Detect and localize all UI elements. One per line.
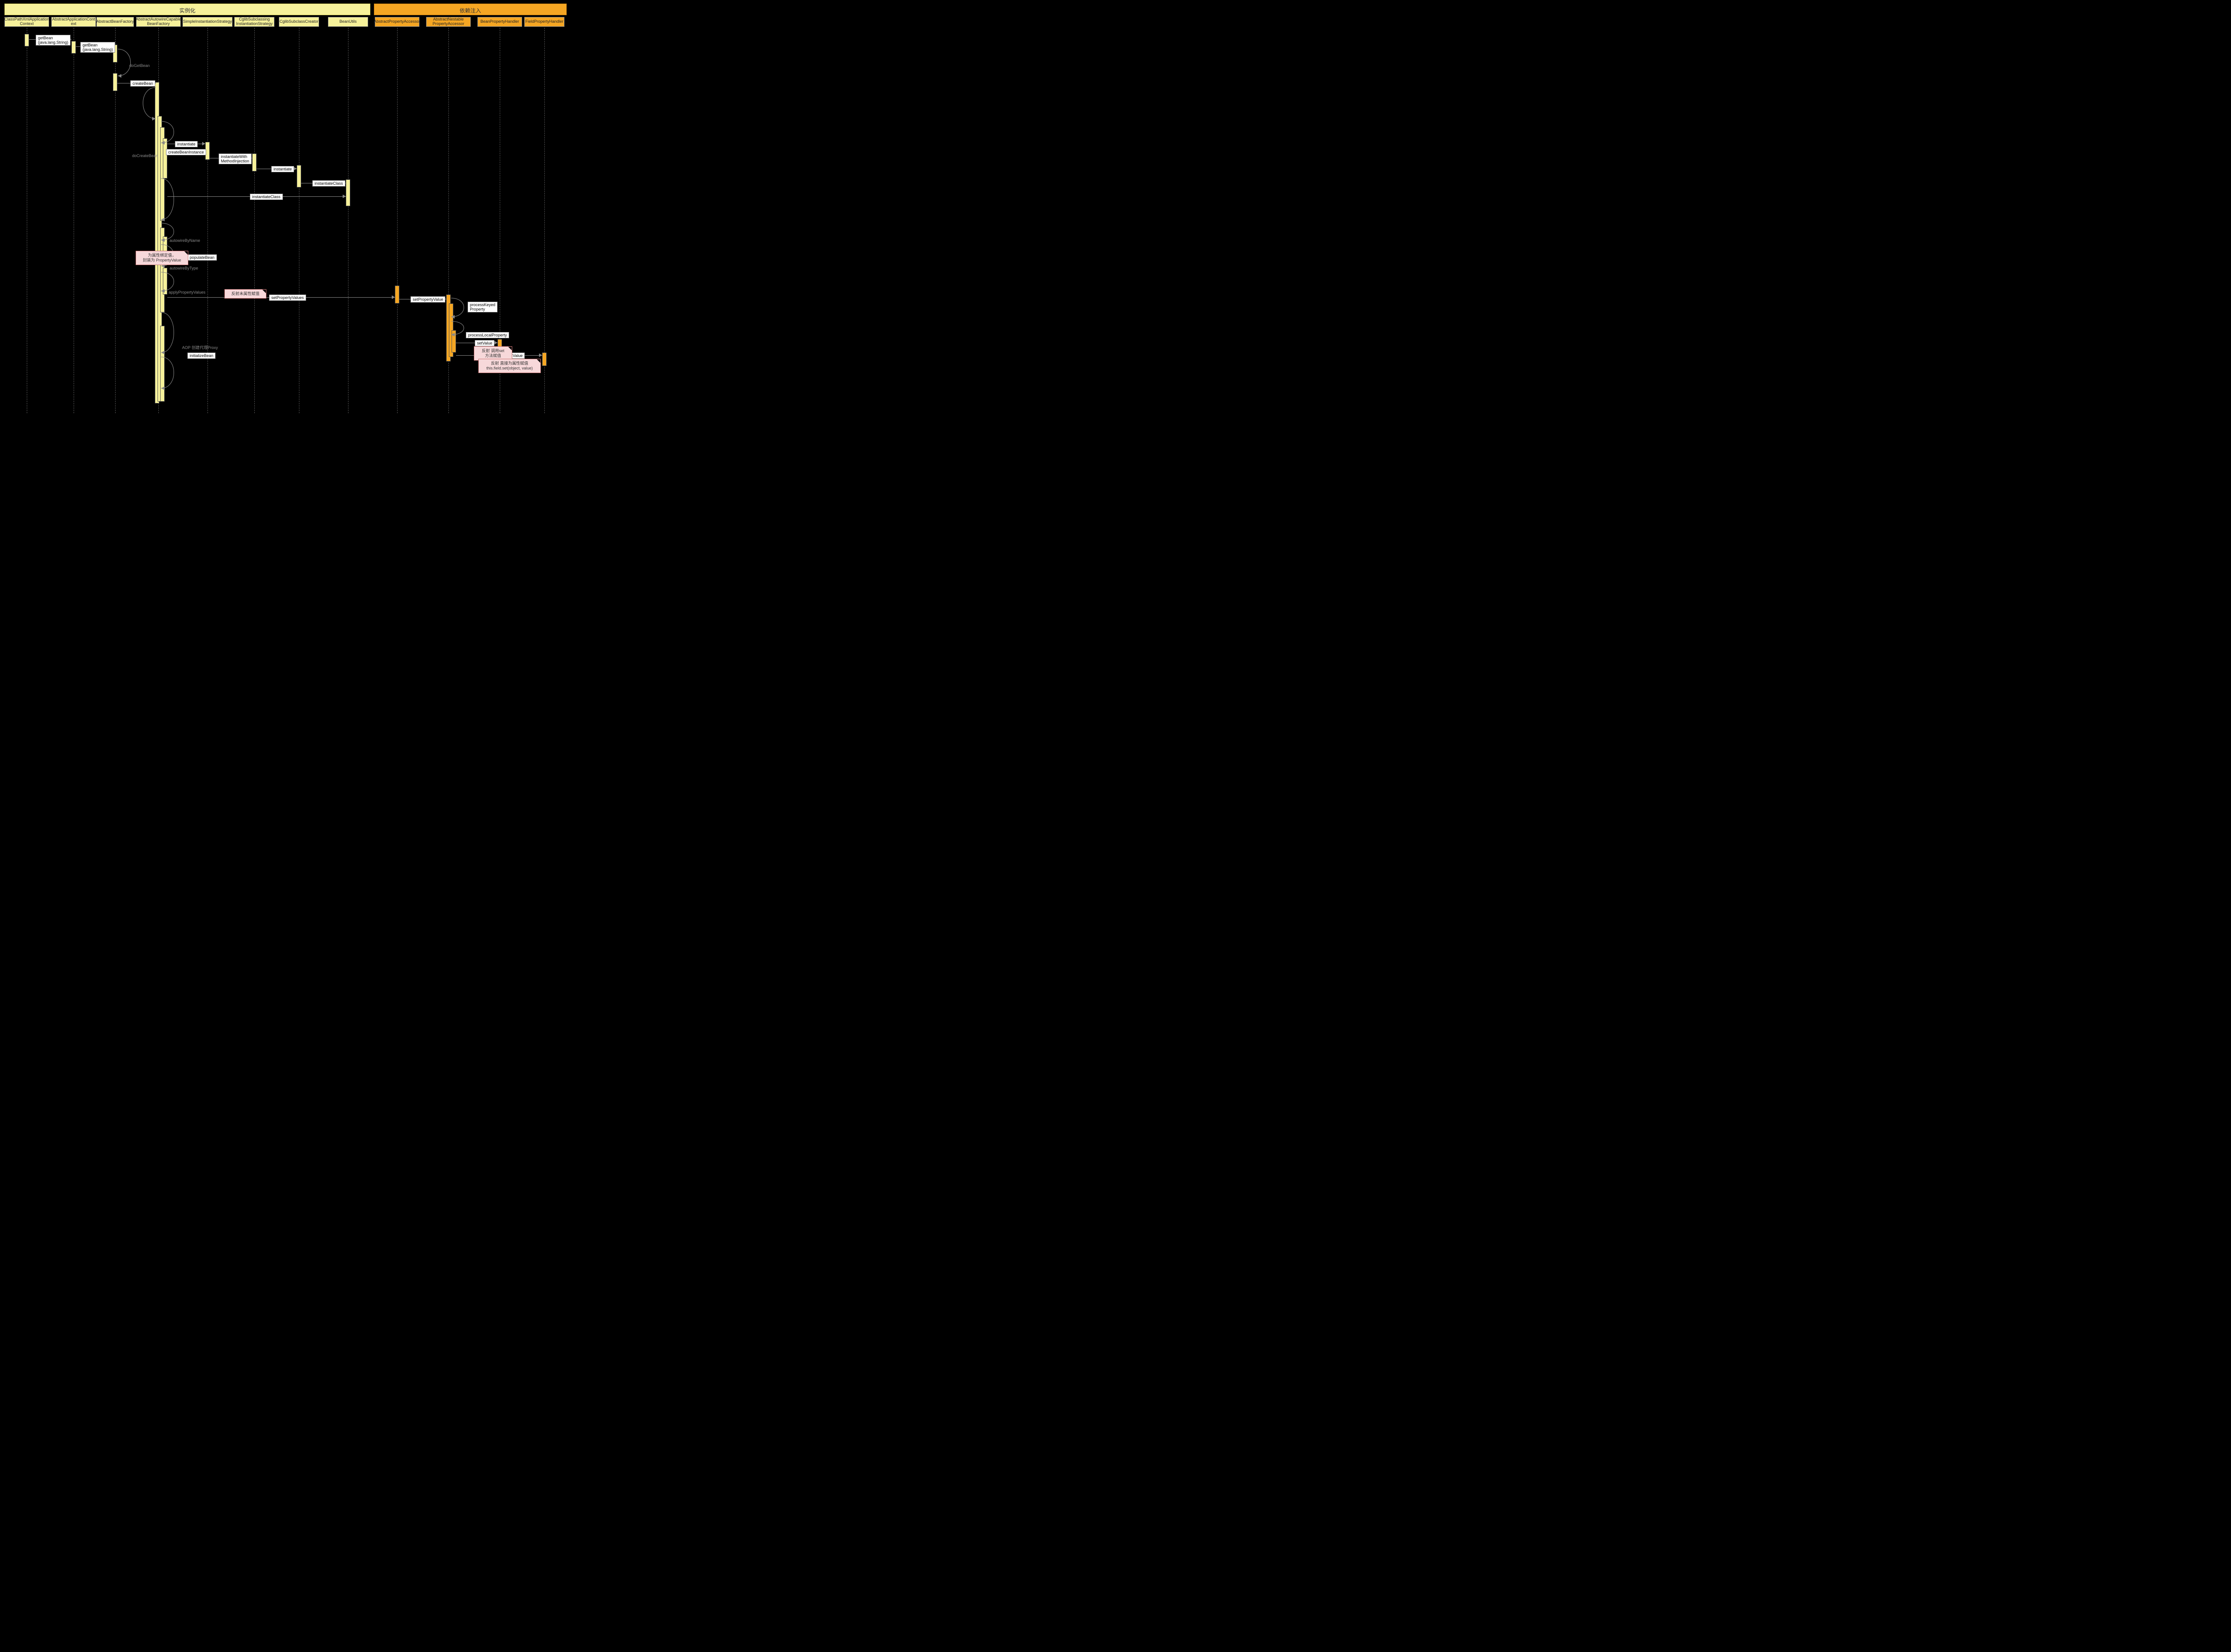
note-0: 为属性绑定值，封装为 PropertyValue — [136, 251, 188, 265]
self-call-p4-8 — [159, 355, 182, 392]
activation-p2-1 — [71, 41, 76, 54]
message-7: setPropertyValues — [269, 295, 306, 301]
group-header-g2: 依赖注入 — [374, 4, 567, 15]
note-2: 反射 调用set方法赋值 — [474, 346, 512, 361]
note-1: 反射未属性赋值 — [224, 289, 266, 299]
group-header-g1: 实例化 — [4, 4, 370, 15]
arrow-head — [494, 341, 498, 345]
message-9: setValue — [475, 340, 494, 346]
self-call-p4-7 — [159, 311, 182, 356]
note-3: 反射 直接为属性赋值this.field.set(object, value) — [478, 359, 541, 373]
activation-p9-16 — [395, 286, 399, 303]
participant-p3: AbstractBeanFactory — [96, 17, 134, 27]
self-call-label-1: doCreateBean — [132, 154, 158, 158]
self-call-label-6: applyPropertyValues — [169, 290, 205, 295]
participant-p12: FieldPropertyHandler — [524, 17, 564, 27]
message-5: instantiateClass — [312, 180, 345, 187]
activation-p1-0 — [25, 34, 29, 46]
activation-p6-13 — [252, 154, 257, 171]
participant-p7: CglibSubclassCreator — [279, 17, 319, 27]
participant-p5: SimpleInstantiationStrategy — [182, 17, 232, 27]
lifeline-p9 — [397, 28, 398, 413]
participant-p10: AbstractNestablePropertyAccessor — [426, 17, 471, 27]
participant-p9: AbstractPropertyAccessor — [375, 17, 419, 27]
message-1: getBean(java.lang.String) — [80, 42, 115, 53]
arrow-head — [202, 142, 205, 145]
self-call-label-5: autowireByType — [170, 266, 198, 270]
self-call-p4-1 — [137, 86, 159, 122]
participant-p8: BeanUtils — [328, 17, 368, 27]
self-call-inner-label-2: createBeanInstance — [166, 149, 206, 155]
self-call-box2-5: populateBean — [187, 254, 217, 261]
message-0: getBean(java.lang.String) — [36, 35, 70, 46]
self-call-label-0: doGetBean — [129, 63, 150, 68]
arrow-head — [539, 353, 542, 357]
participant-p11: BeanPropertyHandler — [477, 17, 522, 27]
activation-p8-15 — [346, 179, 350, 206]
activation-p7-14 — [297, 165, 301, 187]
self-call-label-9: processKeyedProperty — [468, 302, 498, 312]
message-4: instantiate — [271, 166, 294, 172]
self-call-p4-3 — [159, 177, 182, 223]
message-8: setPropertyValue — [411, 296, 445, 303]
participant-p1: ClassPathXmlApplicationContext — [4, 17, 49, 27]
self-call-label-2: instantiate — [175, 141, 198, 147]
self-call-label-10: processLocalProperty — [466, 332, 509, 338]
activation-p12-21 — [542, 353, 547, 366]
participant-p4: AbstractAutowireCapableBeanFactory — [136, 17, 181, 27]
participant-p6: CglibSubclassingInstantiationStrategy — [234, 17, 274, 27]
arrow-head — [343, 195, 346, 198]
message-3: instantiateWithMethodInjection — [219, 154, 252, 164]
arrow-head — [294, 167, 297, 170]
lifeline-p6 — [254, 28, 255, 413]
self-call-label-7: initializeBean — [187, 353, 216, 359]
arrow-head — [392, 295, 395, 299]
aop-label: AOP 创建代理Proxy — [182, 345, 218, 350]
participant-p2: AbstractApplicationContext — [51, 17, 96, 27]
message-6: instantiateClass — [250, 194, 283, 200]
self-call-label-4: autowireByName — [170, 238, 200, 243]
